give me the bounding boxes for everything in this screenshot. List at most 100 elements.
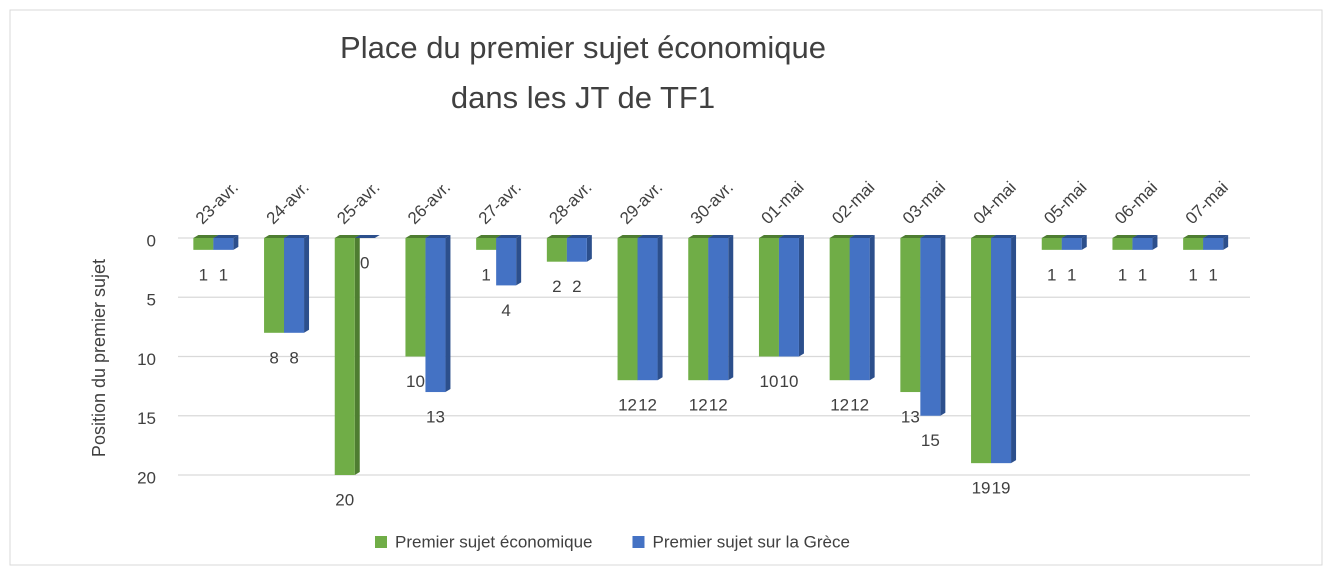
bar-side [233, 235, 239, 250]
data-label: 10 [406, 372, 425, 391]
data-label: 0 [360, 253, 369, 272]
bar-top [991, 235, 1017, 238]
bar-top [566, 235, 592, 238]
bar [920, 235, 946, 416]
bar-top [334, 235, 360, 238]
bar-side [869, 235, 875, 381]
bar-face [1061, 238, 1082, 250]
bar-side [1152, 235, 1158, 250]
bar-top [1041, 235, 1067, 238]
bar-face [1041, 238, 1062, 250]
bar [1061, 235, 1087, 250]
data-label: 19 [972, 479, 991, 498]
bar-face [1132, 238, 1153, 250]
bar-top [1061, 235, 1087, 238]
bar-top [829, 235, 855, 238]
bar-face [920, 238, 941, 416]
bar-face [334, 238, 355, 475]
bar [354, 235, 380, 238]
data-label: 2 [552, 277, 561, 296]
bar-face [617, 238, 638, 381]
bar-face [1183, 238, 1204, 250]
chart-title: Place du premier sujet économique [340, 30, 826, 65]
bar [284, 235, 310, 333]
bar [334, 235, 360, 475]
bar [1132, 235, 1158, 250]
y-tick-label: 20 [137, 468, 156, 487]
bar-side [798, 235, 804, 357]
bar [849, 235, 875, 381]
bar [778, 235, 804, 357]
data-label: 1 [219, 265, 228, 284]
bar-top [354, 235, 380, 238]
data-label: 1 [1067, 265, 1076, 284]
bar [213, 235, 239, 250]
bar-face [758, 238, 779, 357]
bar-top [476, 235, 502, 238]
bar-top [637, 235, 663, 238]
data-label: 19 [992, 479, 1011, 498]
bar-top [193, 235, 219, 238]
data-label: 12 [638, 396, 657, 415]
bar-top [496, 235, 522, 238]
bar-top [688, 235, 714, 238]
bar-top [213, 235, 239, 238]
bar-face [900, 238, 921, 393]
bar-side [728, 235, 734, 381]
y-axis-title: Position du premier sujet [89, 259, 109, 457]
bar [566, 235, 592, 262]
data-label: 10 [759, 372, 778, 391]
y-tick-label: 0 [147, 231, 156, 250]
bar [991, 235, 1017, 464]
bar-top [849, 235, 875, 238]
data-label: 8 [269, 348, 278, 367]
bar-face [476, 238, 497, 250]
data-label: 1 [199, 265, 208, 284]
data-label: 1 [1047, 265, 1056, 284]
bar-top [900, 235, 926, 238]
bar-face [284, 238, 305, 333]
bar-top [405, 235, 431, 238]
bar-face [1112, 238, 1133, 250]
legend-swatch [375, 536, 387, 548]
y-tick-label: 10 [137, 350, 156, 369]
chart-frame [9, 9, 1323, 566]
bar-side [1223, 235, 1229, 250]
data-label: 13 [901, 408, 920, 427]
bar-face [546, 238, 567, 262]
data-label: 1 [1208, 265, 1217, 284]
bar-face [971, 238, 992, 464]
bar-face [637, 238, 658, 381]
chart-title: dans les JT de TF1 [451, 80, 715, 115]
data-label: 1 [1188, 265, 1197, 284]
bar-top [758, 235, 784, 238]
data-label: 1 [1118, 265, 1127, 284]
data-label: 12 [689, 396, 708, 415]
bar-top [920, 235, 946, 238]
bar [425, 235, 451, 393]
bar-face [778, 238, 799, 357]
bar-side [445, 235, 451, 393]
bar-side [516, 235, 522, 286]
y-tick-label: 5 [147, 291, 156, 310]
data-label: 10 [779, 372, 798, 391]
bar-top [284, 235, 310, 238]
legend-swatch [632, 536, 645, 548]
bar-face [193, 238, 214, 250]
bar-face [991, 238, 1012, 464]
data-label: 15 [921, 431, 940, 450]
bar-top [778, 235, 804, 238]
data-label: 20 [335, 490, 354, 509]
bar-side [1011, 235, 1017, 464]
bar-top [1112, 235, 1138, 238]
data-label: 12 [830, 396, 849, 415]
data-label: 1 [1138, 265, 1147, 284]
bar [637, 235, 663, 381]
data-label: 8 [289, 348, 298, 367]
bar-top [264, 235, 290, 238]
bar-face [405, 238, 426, 357]
bar-face [566, 238, 587, 262]
bar-side [586, 235, 592, 262]
data-label: 2 [572, 277, 581, 296]
